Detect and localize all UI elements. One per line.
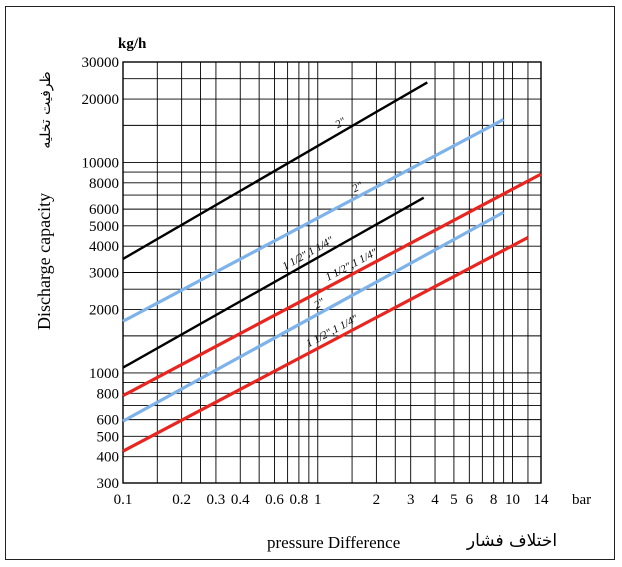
series-line-2 — [122, 196, 425, 369]
y-tick-label: 6000 — [89, 202, 119, 218]
series-label-2: 1 1/2",1 1/4" — [280, 234, 336, 272]
y-axis-title: Discharge capacity — [34, 193, 54, 330]
series-line-0 — [122, 81, 428, 260]
x-tick-label: 4 — [431, 492, 439, 508]
y-tick-label: 500 — [97, 429, 120, 445]
x-tick-label: 0.4 — [231, 492, 250, 508]
series-line-1 — [122, 118, 505, 323]
y-tick-label: 30000 — [82, 55, 120, 71]
series-lines — [122, 81, 542, 453]
y-tick-label: 300 — [97, 476, 120, 492]
x-axis-title: pressure Difference — [267, 533, 400, 552]
series-line-3 — [122, 172, 542, 398]
x-tick-label: 6 — [466, 492, 474, 508]
x-tick-label: 5 — [450, 492, 458, 508]
x-tick-label: 0.6 — [265, 492, 284, 508]
x-axis-title-persian: اختلاف فشار — [466, 531, 557, 551]
x-unit-label: bar — [572, 492, 591, 508]
y-tick-label: 1000 — [89, 366, 119, 382]
y-tick-label: 20000 — [82, 92, 120, 108]
x-tick-label: 1 — [314, 492, 322, 508]
x-tick-label: 8 — [490, 492, 498, 508]
y-tick-label: 5000 — [89, 219, 119, 235]
x-tick-label: 0.1 — [114, 492, 133, 508]
y-tick-label: 3000 — [89, 266, 119, 282]
series-line-4 — [122, 210, 505, 423]
x-tick-label: 0.2 — [172, 492, 191, 508]
x-tick-label: 3 — [407, 492, 415, 508]
plot-border — [122, 61, 542, 484]
x-tick-label: 2 — [373, 492, 381, 508]
y-tick-label: 800 — [97, 386, 120, 402]
y-axis-title-persian: ظرفیت تخلیه — [38, 71, 54, 148]
y-unit-label: kg/h — [118, 36, 147, 52]
y-tick-label: 4000 — [89, 239, 119, 255]
x-tick-label: 0.3 — [207, 492, 226, 508]
series-labels: 2"2"1 1/2",1 1/4"1 1/2",1 1/4"2"1 1/2",1… — [280, 115, 379, 350]
chart-frame — [5, 6, 615, 560]
y-tick-label: 10000 — [82, 155, 120, 171]
x-tick-label: 0.8 — [290, 492, 309, 508]
x-tick-labels: 0.1 0.2 0.3 0.4 0.6 0.8 1 2 3 4 5 6 8 10 14 — [114, 492, 549, 508]
x-tick-label: 10 — [505, 492, 520, 508]
y-tick-label: 2000 — [89, 303, 119, 319]
y-tick-label: 400 — [97, 450, 120, 466]
y-tick-label: 8000 — [89, 176, 119, 192]
x-tick-label: 14 — [534, 492, 550, 508]
y-tick-label: 600 — [97, 413, 120, 429]
series-line-5 — [122, 236, 529, 453]
